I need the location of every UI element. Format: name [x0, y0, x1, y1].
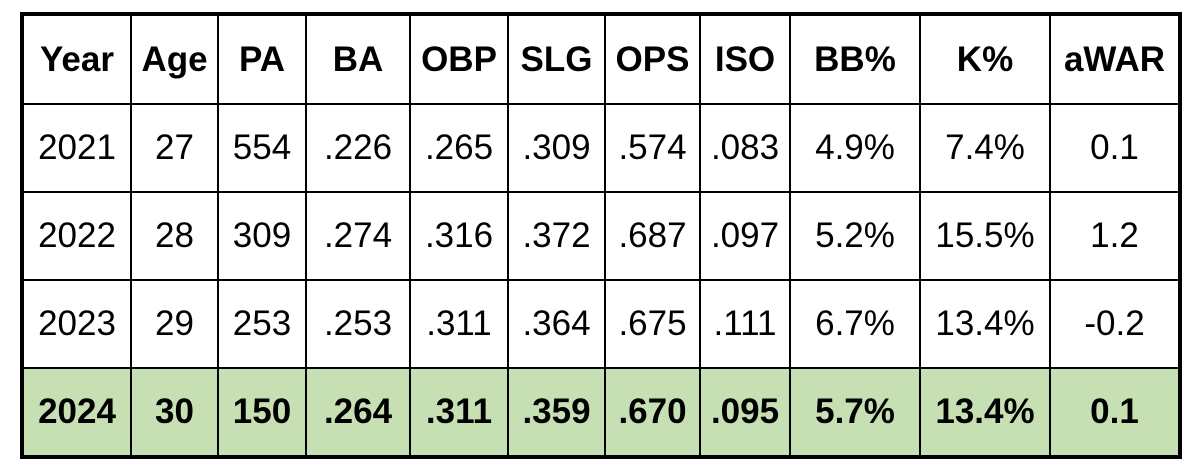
table-cell: .253 — [305, 279, 411, 369]
table-cell: .670 — [604, 367, 701, 458]
table-cell: .309 — [507, 103, 606, 193]
table-cell: 7.4% — [919, 103, 1051, 193]
table-cell: 0.1 — [1049, 103, 1181, 193]
table-cell: 150 — [217, 367, 307, 458]
table-cell: 5.2% — [789, 191, 921, 281]
table-cell: 27 — [130, 103, 219, 193]
table-cell: .097 — [699, 191, 791, 281]
table-cell: 2024 — [21, 367, 132, 458]
stats-table: Year Age PA BA OBP SLG OPS ISO BB% K% aWAR 2021 27 5… — [20, 12, 1182, 459]
header-cell: OPS — [604, 13, 701, 105]
header-cell: BB% — [789, 13, 921, 105]
table-row: 2023 29 253.253.311.364.675.111 6.7% 13.4% -0… — [21, 279, 1181, 369]
header-row: Year Age PA BA OBP SLG OPS ISO BB% K% aWAR — [21, 13, 1181, 105]
header-cell: aWAR — [1049, 13, 1181, 105]
table-cell: 2021 — [21, 103, 132, 193]
table-body: 2021 27 554.226.265.309.574.083 4.9% 7.4% 0.1… — [21, 103, 1181, 458]
header-cell: PA — [217, 13, 307, 105]
table-cell: 13.4% — [919, 279, 1051, 369]
table-cell: 30 — [130, 367, 219, 458]
header-cell: SLG — [507, 13, 606, 105]
table-cell: .083 — [699, 103, 791, 193]
header-cell: ISO — [699, 13, 791, 105]
table-cell: .675 — [604, 279, 701, 369]
table-cell: .316 — [409, 191, 509, 281]
table-cell: 2022 — [21, 191, 132, 281]
table-cell: 4.9% — [789, 103, 921, 193]
table-cell: 554 — [217, 103, 307, 193]
table-cell: .274 — [305, 191, 411, 281]
table-cell: 1.2 — [1049, 191, 1181, 281]
table-cell: .311 — [409, 367, 509, 458]
table-row: 2024 30 150.264.311.359.670.095 5.7% 13.4% 0.… — [21, 367, 1181, 458]
table-cell: 253 — [217, 279, 307, 369]
table-cell: 15.5% — [919, 191, 1051, 281]
table-cell: .364 — [507, 279, 606, 369]
table-cell: .372 — [507, 191, 606, 281]
table-row: 2022 28 309.274.316.372.687.097 5.2% 15.5% 1.… — [21, 191, 1181, 281]
header-cell: Year — [21, 13, 132, 105]
header-cell: Age — [130, 13, 219, 105]
table-row: 2021 27 554.226.265.309.574.083 4.9% 7.4% 0.1 — [21, 103, 1181, 193]
header-cell: K% — [919, 13, 1051, 105]
table-cell: .265 — [409, 103, 509, 193]
table-cell: .264 — [305, 367, 411, 458]
table-cell: .095 — [699, 367, 791, 458]
table-cell: .687 — [604, 191, 701, 281]
table-cell: 0.1 — [1049, 367, 1181, 458]
table-cell: 5.7% — [789, 367, 921, 458]
table-cell: 2023 — [21, 279, 132, 369]
table-cell: 13.4% — [919, 367, 1051, 458]
header-cell: OBP — [409, 13, 509, 105]
table-cell: .574 — [604, 103, 701, 193]
table-cell: .226 — [305, 103, 411, 193]
table-cell: .111 — [699, 279, 791, 369]
table-cell: .359 — [507, 367, 606, 458]
table-cell: -0.2 — [1049, 279, 1181, 369]
table-cell: 309 — [217, 191, 307, 281]
table-cell: 29 — [130, 279, 219, 369]
table-cell: 6.7% — [789, 279, 921, 369]
table-cell: 28 — [130, 191, 219, 281]
header-cell: BA — [305, 13, 411, 105]
table-cell: .311 — [409, 279, 509, 369]
